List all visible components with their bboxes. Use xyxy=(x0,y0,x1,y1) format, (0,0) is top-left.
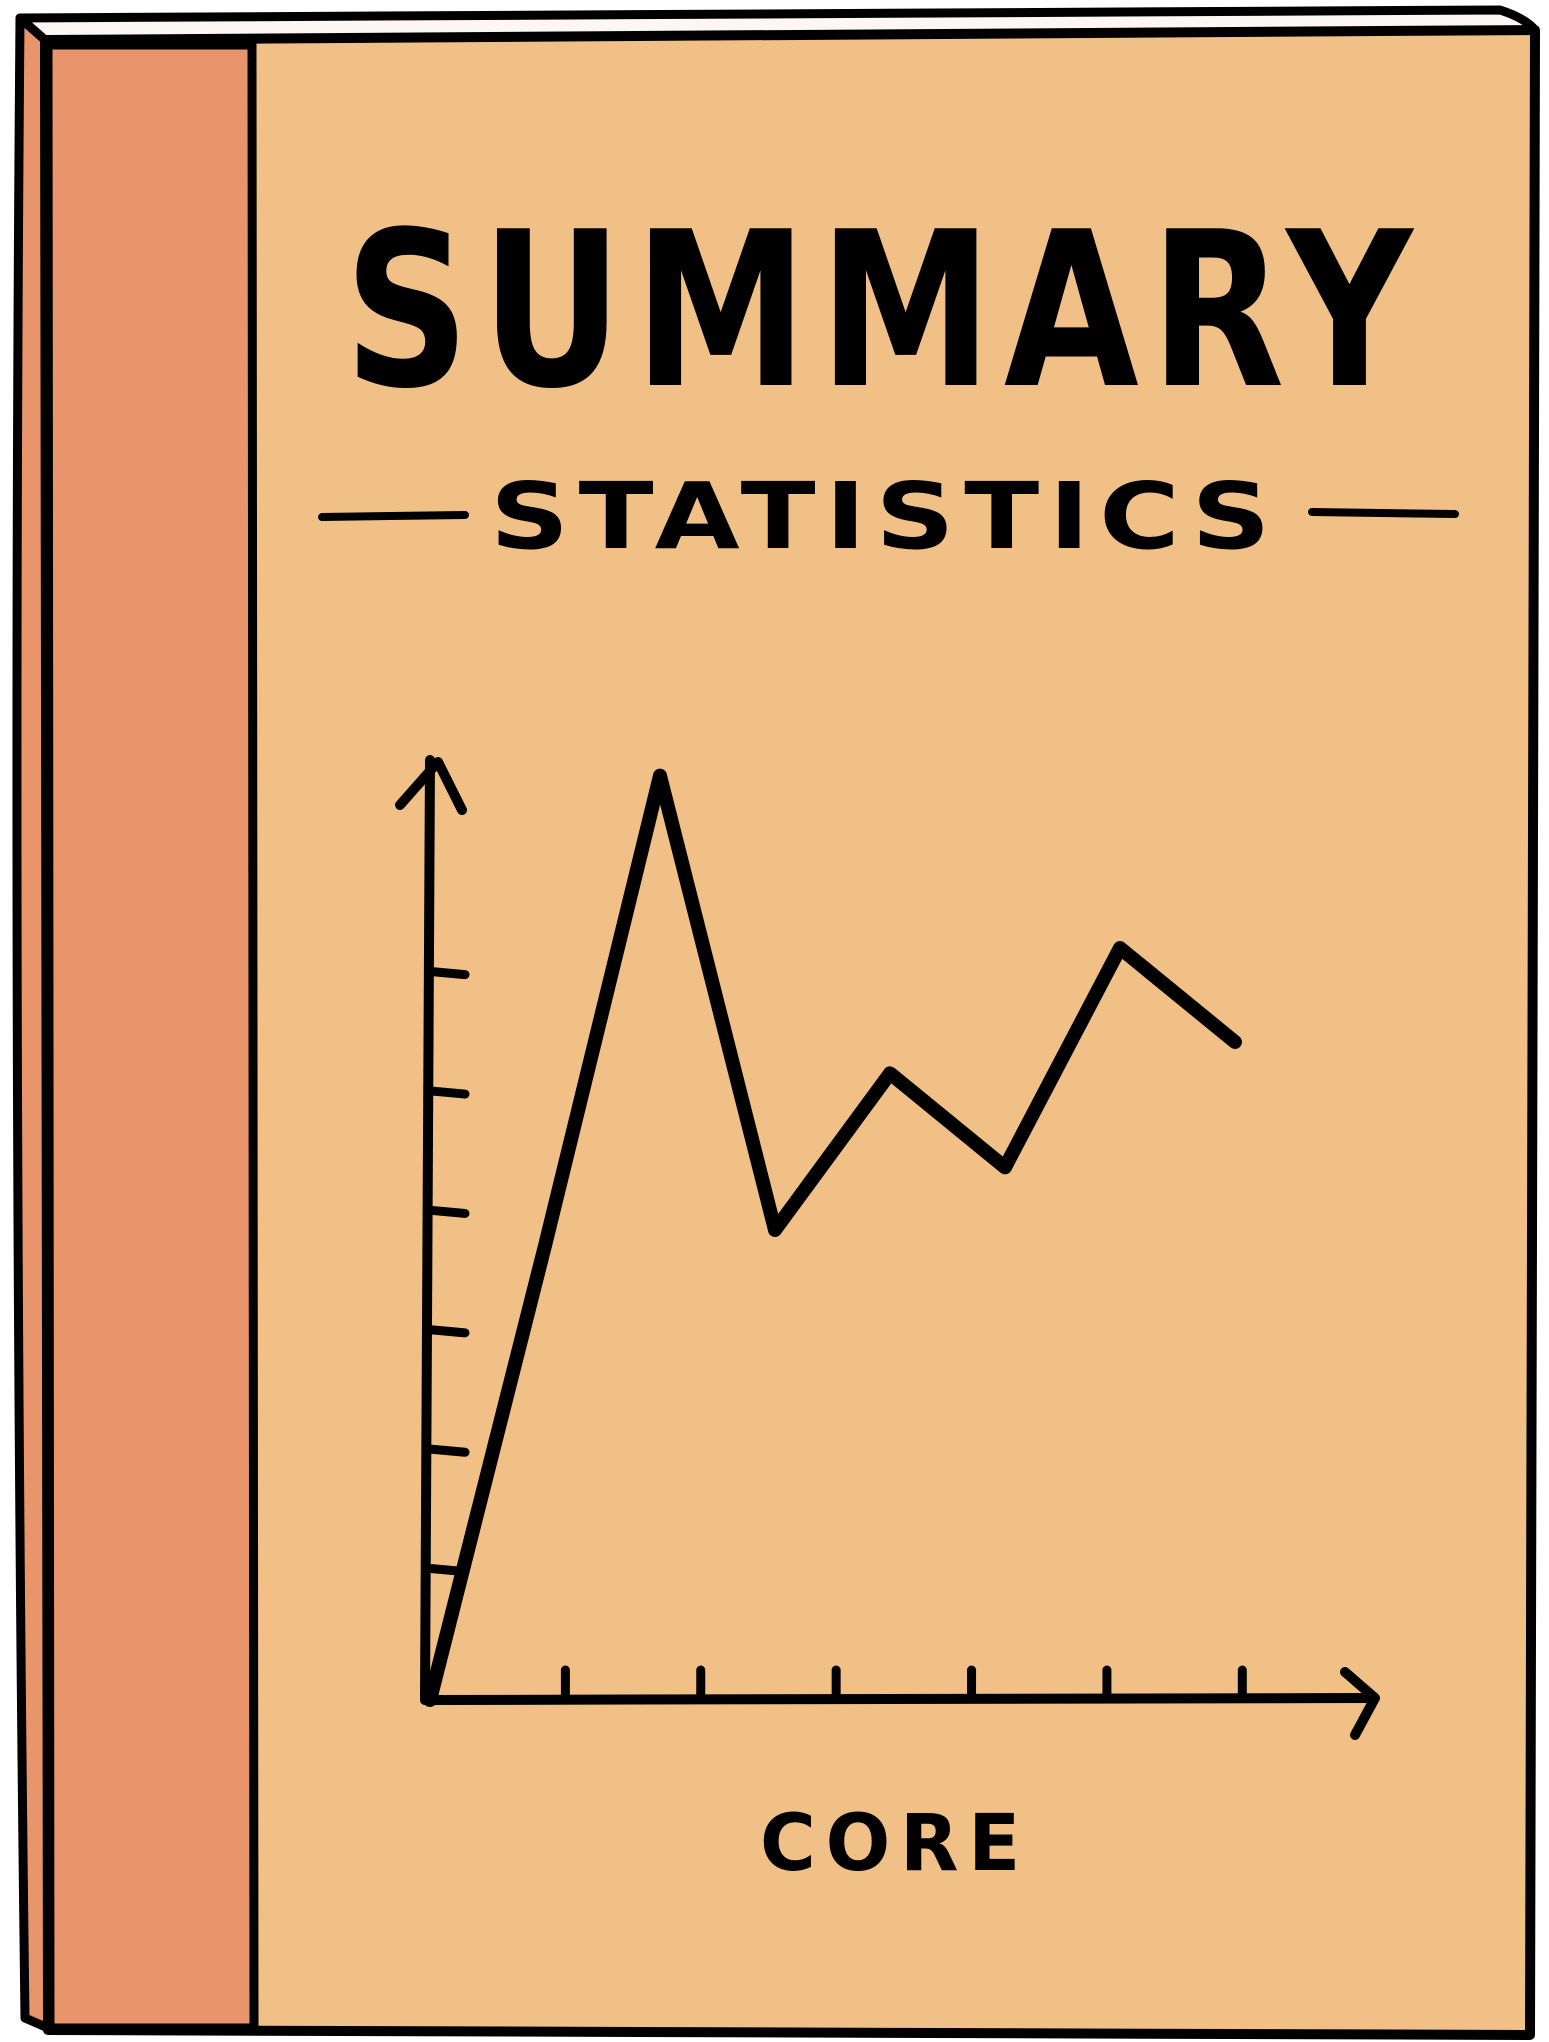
chart-y-axis-arrow xyxy=(395,757,467,815)
chart-y-tick xyxy=(427,1086,470,1099)
chart-y-tick xyxy=(427,1325,470,1338)
chart-series-line xyxy=(423,768,1242,1707)
cover-line-chart xyxy=(395,755,1380,1740)
cover-subtitle: STATISTICS xyxy=(490,463,1280,570)
cover-footer: CORE xyxy=(760,1799,1030,1889)
chart-y-tick xyxy=(427,1205,470,1218)
chart-x-axis-arrow xyxy=(1340,1667,1380,1740)
subtitle-dash-left xyxy=(318,511,469,521)
book-spine-band xyxy=(43,40,259,2033)
book-back-spine xyxy=(12,13,53,2033)
chart-y-axis xyxy=(420,755,435,1705)
chart-y-tick xyxy=(427,1444,470,1457)
chart-y-tick xyxy=(427,967,470,980)
cover-title: SUMMARY xyxy=(344,185,1424,436)
chart-x-axis xyxy=(420,1693,1375,1705)
subtitle-dash-right xyxy=(1308,508,1459,518)
